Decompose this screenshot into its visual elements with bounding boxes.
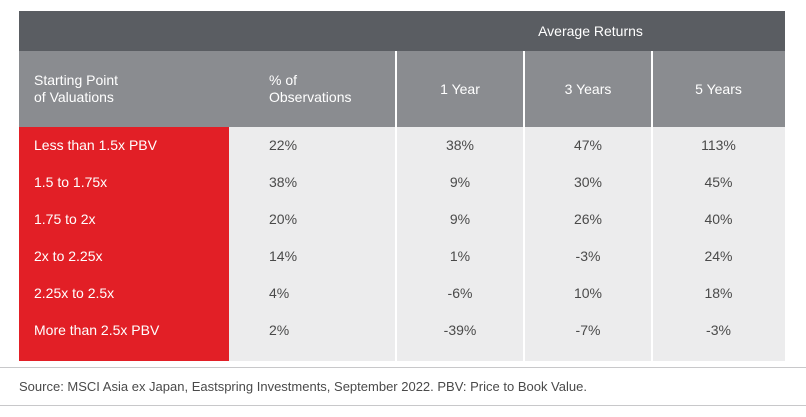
valuation-cell: 2x to 2.25x <box>34 248 103 264</box>
return-1y-cell: 9% <box>449 211 471 227</box>
table-row: Less than 1.5x PBV 22% 38% 47% 113% <box>19 127 785 164</box>
divider-line <box>0 405 806 406</box>
valuation-cell: More than 2.5x PBV <box>34 322 160 338</box>
table-row: 2.25x to 2.5x 4% -6% 10% 18% <box>19 275 785 312</box>
divider-line <box>0 367 806 368</box>
header-3-years: 3 Years <box>564 80 612 97</box>
column-divider <box>523 51 525 361</box>
valuation-cell: Less than 1.5x PBV <box>34 137 157 153</box>
table-header-row <box>19 51 785 127</box>
header-starting-point-line1: Starting Point <box>34 72 119 88</box>
data-body-background <box>229 127 785 361</box>
valuation-cell: 1.75 to 2x <box>34 211 96 227</box>
header-starting-point: Starting Point of Valuations <box>34 51 254 127</box>
return-5y-cell: 18% <box>704 285 733 301</box>
return-5y-cell: 24% <box>704 248 733 264</box>
average-returns-header: Average Returns <box>538 23 643 39</box>
column-divider <box>395 51 397 361</box>
observations-cell: 38% <box>269 174 298 190</box>
return-1y-cell: 1% <box>449 248 471 264</box>
return-1y-cell: 38% <box>445 137 475 153</box>
table-row: 1.5 to 1.75x 38% 9% 30% 45% <box>19 164 785 201</box>
source-note: Source: MSCI Asia ex Japan, Eastspring I… <box>19 379 587 394</box>
return-3y-cell: 47% <box>573 137 603 153</box>
column-divider <box>651 51 653 361</box>
return-1y-cell: -6% <box>447 285 473 301</box>
observations-cell: 4% <box>269 285 290 301</box>
return-3y-cell: -3% <box>575 248 601 264</box>
table-top-band <box>19 11 785 51</box>
observations-cell: 2% <box>269 322 290 338</box>
table-row: 1.75 to 2x 20% 9% 26% 40% <box>19 201 785 238</box>
return-1y-cell: 9% <box>449 174 471 190</box>
return-5y-cell: -3% <box>706 322 731 338</box>
return-5y-cell: 45% <box>704 174 733 190</box>
return-3y-cell: 10% <box>573 285 603 301</box>
table-row: 2x to 2.25x 14% 1% -3% 24% <box>19 238 785 275</box>
return-3y-cell: 26% <box>573 211 603 227</box>
valuation-cell: 2.25x to 2.5x <box>34 285 115 301</box>
return-1y-cell: -39% <box>443 322 477 338</box>
valuation-cell: 1.5 to 1.75x <box>34 174 108 190</box>
table-row: More than 2.5x PBV 2% -39% -7% -3% <box>19 312 785 349</box>
observations-cell: 20% <box>269 211 298 227</box>
return-3y-cell: -7% <box>575 322 601 338</box>
header-observations-line2: Observations <box>269 89 352 105</box>
valuation-column-background <box>19 127 229 361</box>
observations-cell: 22% <box>269 137 298 153</box>
return-5y-cell: 40% <box>704 211 733 227</box>
header-observations-line1: % of <box>269 72 298 88</box>
header-1-year: 1 Year <box>440 80 480 97</box>
return-3y-cell: 30% <box>573 174 603 190</box>
header-observations: % of Observations <box>269 51 389 127</box>
return-5y-cell: 113% <box>701 137 736 153</box>
header-starting-point-line2: of Valuations <box>34 89 114 105</box>
observations-cell: 14% <box>269 248 298 264</box>
header-5-years: 5 Years <box>695 80 742 97</box>
